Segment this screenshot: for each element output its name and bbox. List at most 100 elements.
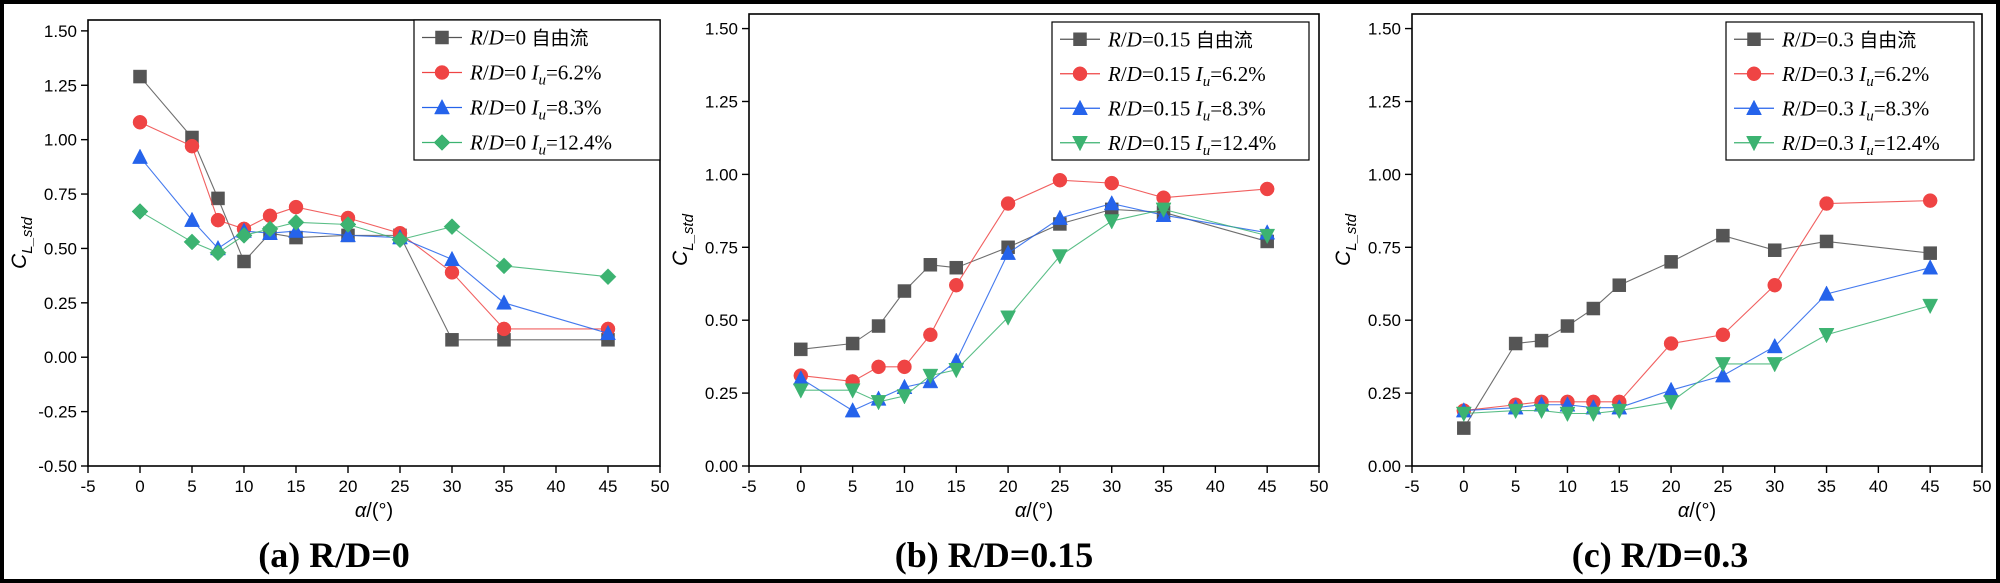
series-2 xyxy=(793,172,1275,389)
data-point xyxy=(261,220,279,238)
plot-frame xyxy=(748,13,1320,467)
legend-entry: R/D=0.3 Iu=8.3% xyxy=(1781,96,1929,124)
series-line xyxy=(1463,235,1931,429)
data-point xyxy=(209,244,227,262)
data-point xyxy=(897,284,912,298)
data-point xyxy=(1000,196,1016,211)
y-tick-label: 0.50 xyxy=(44,239,77,258)
x-axis-label: α/(°) xyxy=(1678,500,1716,522)
data-point xyxy=(1455,406,1472,423)
x-tick-label: 30 xyxy=(443,477,462,496)
legend-entry: R/D=0.15 自由流 xyxy=(1107,27,1253,51)
x-tick-label: 10 xyxy=(1558,477,1577,496)
data-point xyxy=(1818,285,1835,301)
data-point xyxy=(923,258,938,272)
data-point xyxy=(1714,367,1731,383)
legend-marker xyxy=(1746,136,1762,152)
data-point xyxy=(871,359,886,375)
data-point xyxy=(1586,301,1601,316)
caption-a: (a) R/D=0 xyxy=(258,535,410,575)
legend-entry: R/D=0.3 自由流 xyxy=(1781,27,1916,51)
data-point xyxy=(1612,278,1627,292)
data-point xyxy=(496,321,512,337)
data-point xyxy=(1051,209,1068,225)
x-tick-label: -5 xyxy=(1404,477,1419,496)
data-point xyxy=(1767,243,1782,257)
data-point xyxy=(922,368,939,385)
legend-entry: R/D=0.3 Iu=6.2% xyxy=(1781,62,1929,90)
data-point xyxy=(132,115,148,130)
legend-marker xyxy=(1746,99,1762,115)
data-point xyxy=(1104,175,1119,191)
legend: R/D=0.3 自由流 R/D=0.3 Iu=6.2% R/D=0.3 Iu=8.3… xyxy=(1725,21,1975,161)
y-tick-label: 0.50 xyxy=(705,311,738,330)
data-point xyxy=(445,333,459,347)
data-point xyxy=(183,233,201,251)
y-tick-label: 1.50 xyxy=(44,22,77,41)
x-tick-label: 30 xyxy=(1765,477,1784,496)
data-point xyxy=(794,342,808,357)
legend-entry: R/D=0 自由流 xyxy=(469,26,588,50)
data-point xyxy=(1507,403,1524,420)
legend-marker xyxy=(1072,66,1088,81)
data-point xyxy=(287,213,305,231)
data-point xyxy=(1457,421,1471,435)
x-tick-label: 10 xyxy=(235,477,254,496)
x-tick-label: 5 xyxy=(187,477,196,496)
y-tick-label: 1.00 xyxy=(44,131,77,150)
legend-entry: R/D=0 Iu=6.2% xyxy=(469,61,602,89)
data-point xyxy=(600,324,616,341)
data-point xyxy=(923,327,938,343)
data-point xyxy=(1259,181,1275,197)
data-point xyxy=(391,231,409,249)
data-point xyxy=(184,211,200,227)
data-point xyxy=(184,138,200,154)
series-4 xyxy=(131,203,617,286)
data-point xyxy=(496,294,512,310)
series-3 xyxy=(1455,259,1939,418)
data-point xyxy=(1818,328,1835,344)
legend-box xyxy=(1051,21,1310,161)
data-point xyxy=(1716,228,1730,243)
y-tick-label: -0.25 xyxy=(38,403,77,422)
data-point xyxy=(1000,244,1017,260)
x-tick-label: 0 xyxy=(135,477,144,496)
legend: R/D=0 自由流 R/D=0 Iu=6.2% R/D=0 Iu=8.3% R/D=0… xyxy=(413,19,661,161)
data-point xyxy=(1766,357,1783,373)
series-line xyxy=(800,208,1268,403)
x-tick-label: 20 xyxy=(1662,477,1681,496)
data-point xyxy=(897,359,912,375)
data-point xyxy=(443,218,461,236)
x-tick-label: 25 xyxy=(1050,477,1069,496)
series-1 xyxy=(794,202,1274,357)
y-tick-label: 0.25 xyxy=(705,384,738,403)
data-point xyxy=(288,199,304,215)
legend-marker xyxy=(1746,66,1762,81)
data-point xyxy=(495,257,513,275)
caption-c: (c) R/D=0.3 xyxy=(1571,535,1749,575)
data-point xyxy=(339,216,357,233)
legend-marker xyxy=(434,65,450,80)
x-axis-label: α/(°) xyxy=(1015,500,1053,522)
x-tick-label: 35 xyxy=(1154,477,1173,496)
legend: R/D=0.15 自由流 R/D=0.15 Iu=6.2% R/D=0.15 Iu=… xyxy=(1051,21,1310,161)
legend-entry: R/D=0 Iu=12.4% xyxy=(469,131,612,159)
y-tick-label: 0.25 xyxy=(1368,384,1401,403)
data-point xyxy=(235,227,253,244)
legend-marker xyxy=(434,98,450,115)
data-point xyxy=(1103,214,1120,230)
data-point xyxy=(1560,319,1575,333)
data-point xyxy=(1155,202,1172,218)
x-tick-label: 5 xyxy=(1511,477,1520,496)
legend-entry: R/D=0 Iu=8.3% xyxy=(469,96,602,124)
x-tick-label: 25 xyxy=(391,477,410,496)
x-tick-label: 30 xyxy=(1102,477,1121,496)
x-tick-label: 10 xyxy=(895,477,914,496)
series-line xyxy=(139,210,609,278)
legend-entry: R/D=0.3 Iu=12.4% xyxy=(1781,131,1940,159)
x-tick-label: 15 xyxy=(287,477,306,496)
data-point xyxy=(1715,327,1731,343)
series-line xyxy=(1463,305,1931,415)
y-tick-label: 1.00 xyxy=(705,165,738,184)
data-point xyxy=(1533,403,1550,420)
